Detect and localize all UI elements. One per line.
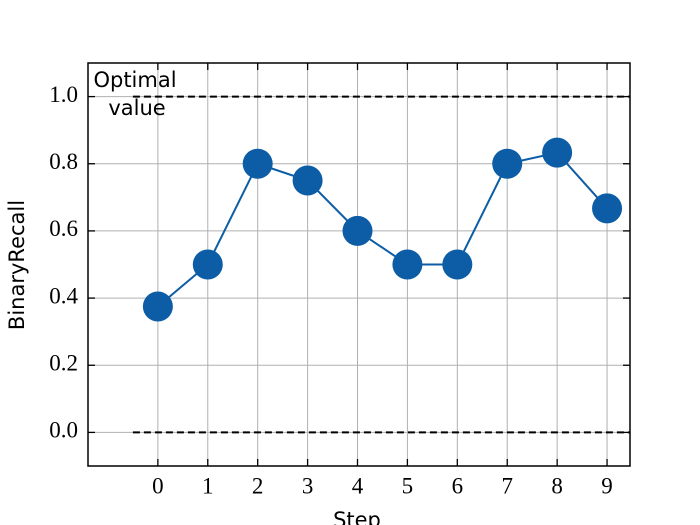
x-tick-label: 5: [402, 473, 414, 498]
y-tick-label: 0.4: [49, 283, 78, 308]
y-tick-label: 1.0: [49, 82, 78, 107]
x-tick-label: 7: [501, 473, 513, 498]
x-tick-label: 2: [252, 473, 264, 498]
x-tick-label: 6: [452, 473, 464, 498]
y-tick-label: 0.0: [49, 418, 78, 443]
annotation: Optimal: [93, 68, 176, 92]
y-axis-label: BinaryRecall: [5, 200, 29, 330]
plot-frame: [87, 62, 631, 467]
point: [592, 193, 623, 224]
x-tick-label: 3: [302, 473, 314, 498]
point: [492, 148, 523, 179]
x-tick-label: 1: [202, 473, 214, 498]
point: [342, 215, 373, 246]
x-axis-label: Step: [333, 508, 381, 525]
series-line: [157, 151, 608, 308]
x-tick-label: 4: [352, 473, 364, 498]
y-tick-label: 0.6: [49, 216, 78, 241]
point: [392, 249, 423, 280]
point: [292, 165, 323, 196]
y-tick-label: 0.2: [49, 351, 78, 376]
point: [142, 291, 173, 322]
y-tick-label: 0.8: [49, 149, 78, 174]
x-tick-label: 8: [551, 473, 563, 498]
x-tick-label: 9: [601, 473, 613, 498]
point: [192, 249, 223, 280]
point: [242, 148, 273, 179]
annotation: value: [108, 96, 165, 120]
point: [442, 249, 473, 280]
point: [542, 137, 573, 168]
x-tick-label: 0: [152, 473, 164, 498]
